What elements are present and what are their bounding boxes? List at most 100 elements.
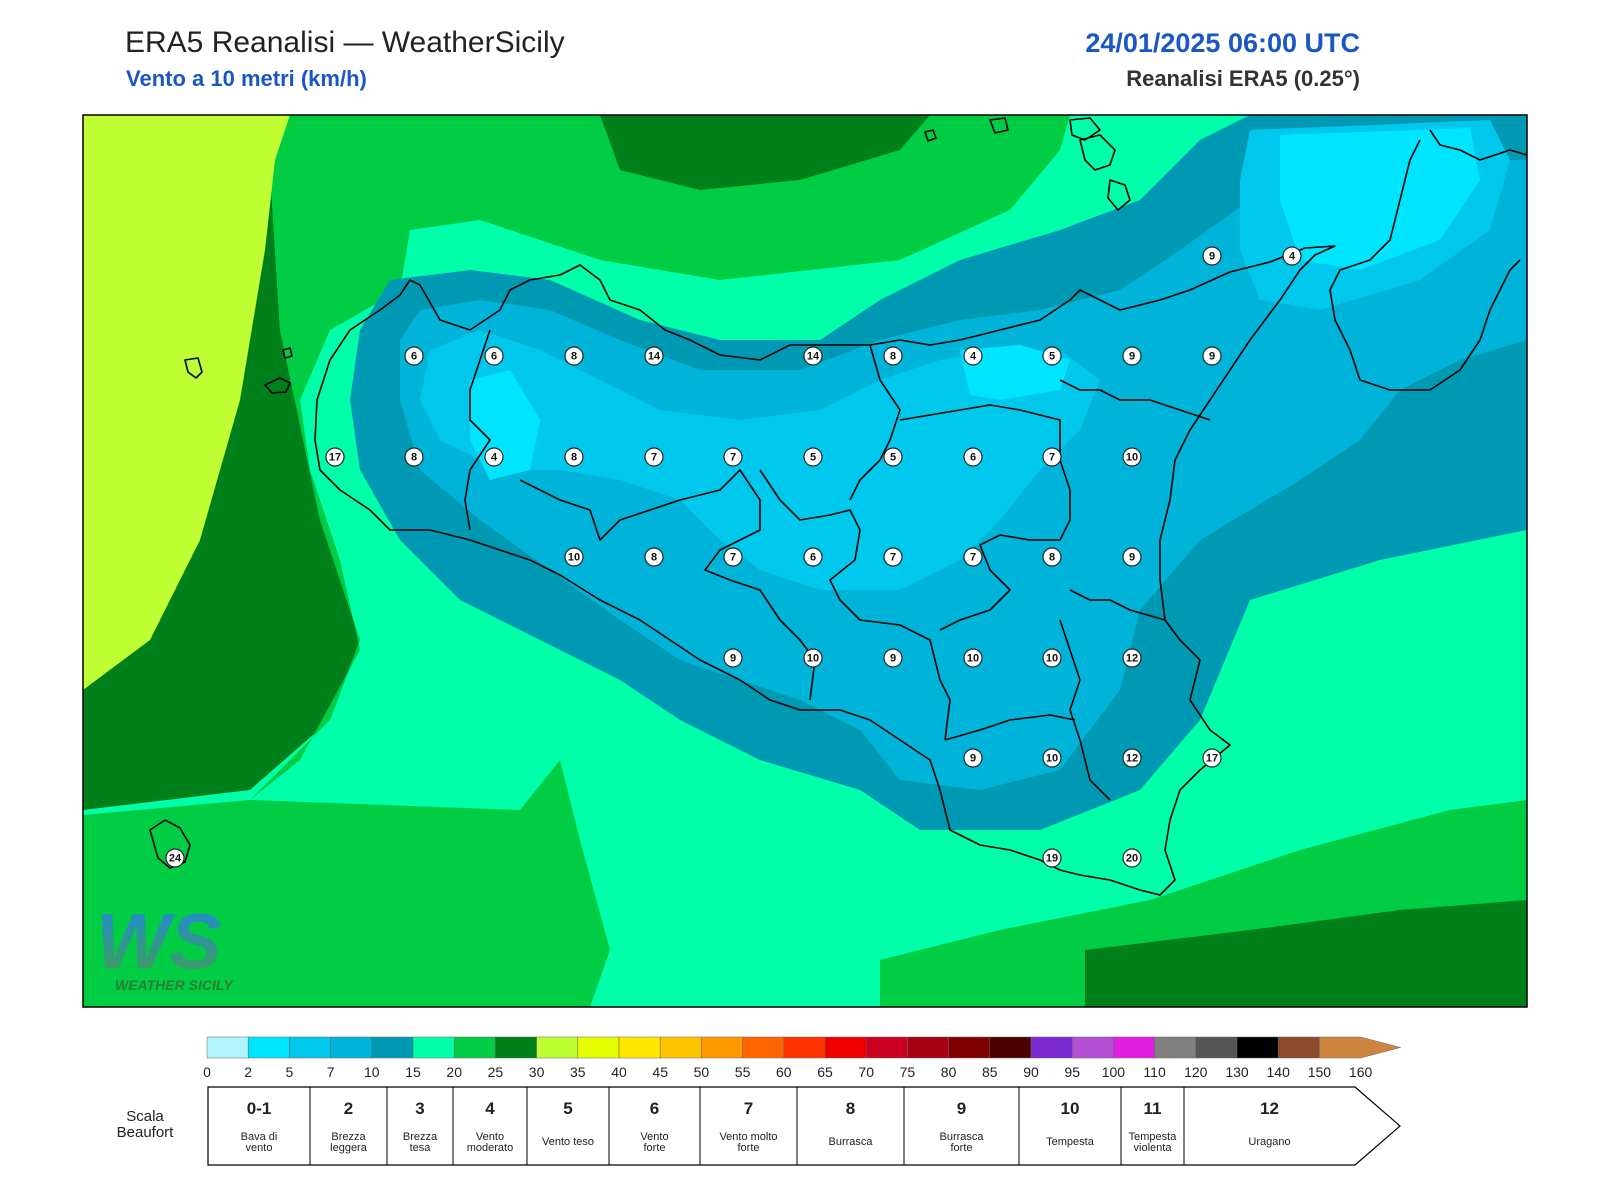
wind-field: 6 6 8 14 14 8 4 5 9 9 9 4 17 8 4 8 7 7 5 5 6 7 10 10 8 7 6 7 7 8 9 9 10 9…: [83, 115, 1527, 1007]
colorbar-tick: 50: [694, 1064, 710, 1080]
colorbar-swatch: [1236, 1036, 1279, 1059]
colorbar-swatch: [742, 1036, 785, 1059]
station-value: 10: [568, 552, 580, 564]
beaufort-desc: Brezza: [331, 1131, 366, 1143]
station-circle: [803, 547, 823, 567]
station-value: 8: [651, 552, 657, 564]
beaufort-desc: Tempesta: [1129, 1131, 1178, 1143]
station-marker: 7: [883, 547, 903, 567]
station-marker: 10: [803, 648, 823, 668]
station-circle: [803, 648, 823, 668]
station-circle: [1282, 246, 1302, 266]
colorbar-swatch: [1113, 1036, 1155, 1059]
beaufort-number: 12: [1260, 1099, 1279, 1118]
station-value: 8: [1049, 552, 1055, 564]
station-marker: 10: [1042, 648, 1062, 668]
colorbar-swatch: [289, 1036, 331, 1059]
station-marker: 8: [644, 547, 664, 567]
station-marker: 4: [484, 447, 504, 467]
station-value: 17: [329, 452, 341, 464]
station-circle: [1122, 346, 1142, 366]
colorbar-tick: 7: [327, 1064, 335, 1080]
map-frame: [82, 114, 1528, 1008]
station-marker: 9: [723, 648, 743, 668]
station-circle: [883, 346, 903, 366]
colorbar-tick: 140: [1267, 1064, 1291, 1080]
station-marker: 7: [723, 547, 743, 567]
station-value: 20: [1126, 853, 1138, 865]
station-marker: 8: [1042, 547, 1062, 567]
colorbar-tick: 5: [286, 1064, 294, 1080]
colorbar-tick: 120: [1184, 1064, 1208, 1080]
station-marker: 9: [1122, 547, 1142, 567]
station-marker: 9: [1202, 346, 1222, 366]
beaufort-desc: Vento: [476, 1131, 504, 1143]
station-value: 5: [810, 452, 816, 464]
map-subtitle: Vento a 10 metri (km/h): [126, 66, 367, 91]
colorbar-tick: 95: [1064, 1064, 1080, 1080]
colorbar-tick: 60: [776, 1064, 792, 1080]
station-value: 8: [411, 452, 417, 464]
station-marker: 10: [963, 648, 983, 668]
station-value: 4: [1289, 251, 1296, 263]
beaufort-desc: vento: [246, 1142, 273, 1154]
station-value: 10: [807, 653, 819, 665]
station-circle: [644, 547, 664, 567]
station-value: 24: [169, 853, 182, 865]
station-circle: [644, 447, 664, 467]
beaufort-number: 4: [485, 1099, 495, 1118]
colorbar-tick: 100: [1102, 1064, 1126, 1080]
station-marker: 12: [1122, 648, 1142, 668]
beaufort-desc: Vento molto: [719, 1131, 777, 1143]
beaufort-number: 5: [563, 1099, 572, 1118]
beaufort-desc: tesa: [410, 1142, 432, 1154]
colorbar-swatch: [1195, 1036, 1238, 1059]
station-marker: 14: [803, 346, 823, 366]
colorbar-swatch: [330, 1036, 373, 1059]
station-marker: 9: [963, 748, 983, 768]
colorbar-swatch: [1277, 1036, 1320, 1059]
station-circle: [723, 648, 743, 668]
station-marker: 8: [564, 447, 584, 467]
station-value: 19: [1046, 853, 1058, 865]
beaufort-desc: Tempesta: [1046, 1136, 1095, 1148]
station-circle: [1042, 447, 1062, 467]
colorbar-swatch: [1030, 1036, 1073, 1059]
station-value: 7: [890, 552, 896, 564]
station-value: 8: [571, 351, 577, 363]
logo-brand: WEATHER SICILY: [115, 977, 234, 993]
station-value: 9: [1209, 251, 1215, 263]
wind-colorbar: [206, 1036, 1402, 1059]
colorbar-swatch: [412, 1036, 455, 1059]
station-marker: 8: [883, 346, 903, 366]
beaufort-number: 2: [344, 1099, 353, 1118]
station-value: 10: [1126, 452, 1138, 464]
station-value: 10: [1046, 653, 1058, 665]
station-marker: 10: [564, 547, 584, 567]
colorbar-tick: 75: [900, 1064, 916, 1080]
beaufort-desc: forte: [737, 1142, 759, 1154]
station-circle: [883, 447, 903, 467]
station-value: 9: [1209, 351, 1215, 363]
station-value: 5: [1049, 351, 1055, 363]
station-value: 14: [807, 351, 820, 363]
colorbar-swatch: [824, 1036, 867, 1059]
station-value: 10: [1046, 753, 1058, 765]
beaufort-number: 3: [415, 1099, 424, 1118]
station-circle: [963, 748, 983, 768]
station-value: 7: [1049, 452, 1055, 464]
station-value: 17: [1206, 753, 1218, 765]
colorbar-swatch: [453, 1036, 496, 1059]
logo-w: WS: [96, 897, 222, 985]
station-value: 7: [730, 552, 736, 564]
station-circle: [404, 447, 424, 467]
beaufort-desc: moderato: [467, 1142, 513, 1154]
station-marker: 5: [803, 447, 823, 467]
beaufort-number: 7: [744, 1099, 753, 1118]
station-circle: [1122, 648, 1142, 668]
colorbar-tick: 70: [858, 1064, 874, 1080]
colorbar-swatch: [907, 1036, 949, 1059]
beaufort-desc: violenta: [1134, 1142, 1173, 1154]
coastline: [149, 117, 1527, 896]
station-marker: 9: [1122, 346, 1142, 366]
